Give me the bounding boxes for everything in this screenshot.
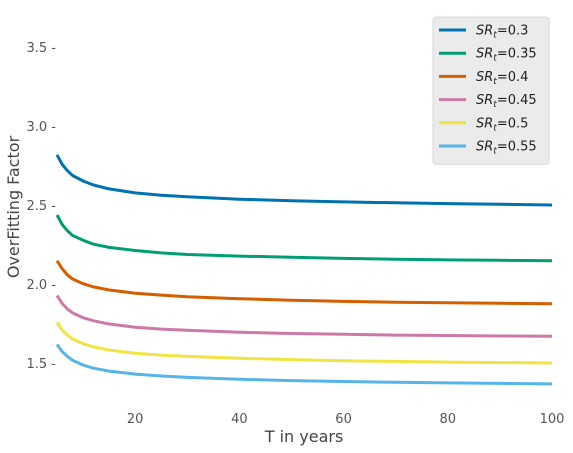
legend-entry-1: SRt=0.35 — [476, 47, 537, 64]
legend-entry-4: SRt=0.5 — [476, 116, 528, 133]
x-tick-label: 40 — [231, 412, 248, 427]
legend-entry-5: SRt=0.55 — [476, 140, 537, 157]
y-tick-label: 1.5 - — [27, 357, 57, 372]
x-tick-label: 20 — [127, 412, 144, 427]
y-tick-label: 3.0 - — [27, 120, 57, 135]
x-axis-ticks: 20 40 60 80 100 — [127, 412, 565, 427]
series-line-0 — [55, 154, 553, 207]
series-line-2 — [55, 259, 553, 306]
y-tick-label: 2.5 - — [27, 199, 57, 214]
y-axis-ticks: 1.5 - 2.0 - 2.5 - 3.0 - 3.5 - — [27, 41, 57, 372]
legend-entry-3: SRt=0.45 — [476, 93, 537, 110]
x-tick-label: 60 — [335, 412, 352, 427]
y-tick-label: 3.5 - — [27, 41, 57, 56]
y-tick-label: 2.0 - — [27, 278, 57, 293]
series-line-3 — [55, 294, 553, 338]
x-tick-label: 100 — [540, 412, 565, 427]
legend: SRt=0.3 SRt=0.35 SRt=0.4 SRt=0.45 SRt=0.5 SRt… — [432, 16, 550, 165]
series-line-4 — [55, 321, 553, 365]
y-axis-label: OverFitting Factor — [4, 135, 23, 278]
x-tick-label: 80 — [440, 412, 457, 427]
x-axis-label: T in years — [264, 427, 344, 446]
plot-area — [55, 154, 553, 386]
series-line-1 — [55, 214, 553, 263]
legend-entry-2: SRt=0.4 — [476, 70, 528, 87]
legend-entry-0: SRt=0.3 — [476, 24, 528, 41]
series-line-5 — [55, 343, 553, 386]
